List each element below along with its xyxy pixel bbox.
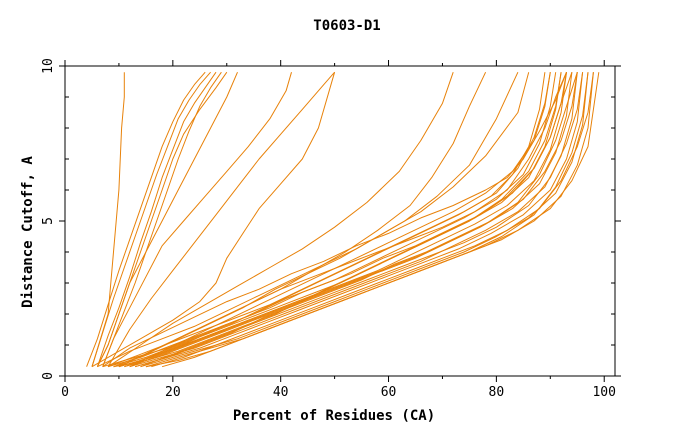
x-axis: 0 20 40 60 80 100 [61,60,616,400]
series-line-21 [134,72,584,368]
series-line-7 [96,72,238,367]
x-tick-label-40: 40 [273,385,289,400]
series-line-3 [91,71,211,367]
series-line-35 [129,72,551,368]
series-line-28 [113,72,562,368]
series-line-33 [102,72,567,368]
series-line-11 [107,72,454,368]
series-line-2 [86,71,206,367]
series-line-6 [102,71,222,367]
x-tick-label-20: 20 [165,385,181,400]
y-axis: 0 5 10 [41,58,621,380]
series-line-9 [107,71,335,367]
y-tick-label-0: 0 [41,372,56,380]
series-line-25 [129,72,578,368]
series-line-22 [140,72,589,368]
y-tick-label-10: 10 [41,58,56,74]
series-line-31 [134,72,578,368]
x-tick-label-80: 80 [489,385,505,400]
series-line-10 [91,72,336,368]
series-line-19 [124,72,573,368]
series-line-13 [97,72,530,368]
series-line-36 [145,72,589,368]
series-layer [86,71,600,368]
chart-title: T0603-D1 [313,18,380,34]
series-line-27 [140,72,584,368]
series-line-20 [129,72,578,368]
x-axis-label: Percent of Residues (CA) [233,408,435,424]
y-axis-label: Distance Cutoff, A [20,156,36,308]
series-line-29 [151,72,594,368]
x-tick-label-0: 0 [61,385,69,400]
series-line-4 [96,71,217,367]
series-line-32 [118,72,567,368]
series-line-16 [107,72,557,368]
x-tick-label-100: 100 [592,385,615,400]
series-line-24 [118,72,567,368]
x-tick-label-60: 60 [381,385,397,400]
series-line-18 [118,72,567,368]
series-line-26 [107,72,551,368]
series-line-34 [161,72,600,368]
y-tick-label-5: 5 [41,217,56,225]
series-line-8 [102,72,292,367]
